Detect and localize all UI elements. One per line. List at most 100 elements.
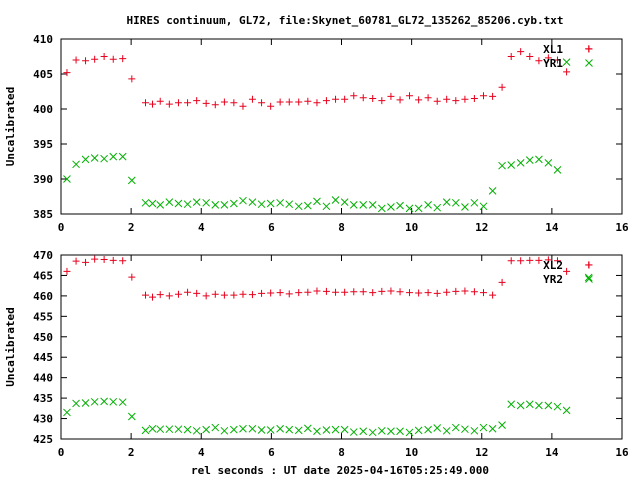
data-point bbox=[202, 425, 211, 434]
data-point bbox=[405, 428, 414, 437]
data-point bbox=[295, 98, 303, 106]
data-point bbox=[433, 203, 442, 212]
data-point bbox=[165, 100, 173, 108]
data-point bbox=[72, 257, 80, 265]
data-point bbox=[165, 198, 174, 206]
data-point bbox=[553, 402, 562, 411]
data-point bbox=[220, 426, 229, 435]
y-axis-label: Uncalibrated bbox=[4, 87, 17, 166]
x-tick-label: 4 bbox=[198, 446, 205, 459]
data-point bbox=[165, 425, 174, 434]
data-point bbox=[563, 267, 571, 275]
data-point bbox=[72, 56, 80, 64]
legend-marker bbox=[585, 45, 593, 53]
data-point bbox=[507, 161, 516, 169]
data-point bbox=[63, 69, 71, 77]
data-point bbox=[127, 176, 136, 185]
data-point bbox=[220, 201, 229, 209]
data-point bbox=[220, 98, 228, 106]
legend-label: YR1 bbox=[543, 57, 563, 70]
data-point bbox=[294, 426, 303, 435]
data-point bbox=[248, 424, 257, 433]
data-point bbox=[340, 198, 349, 206]
data-point bbox=[119, 55, 127, 63]
data-point bbox=[396, 288, 404, 296]
y-tick-label: 395 bbox=[33, 138, 53, 151]
data-point bbox=[211, 290, 219, 298]
data-point bbox=[525, 400, 534, 409]
data-point bbox=[322, 426, 331, 434]
data-point bbox=[304, 97, 312, 105]
data-point bbox=[109, 256, 117, 264]
data-point bbox=[192, 198, 201, 206]
data-point bbox=[414, 204, 423, 213]
x-tick-label: 10 bbox=[405, 221, 418, 234]
data-point bbox=[525, 156, 534, 164]
data-point bbox=[368, 201, 377, 209]
data-point bbox=[267, 102, 275, 110]
plot-frame bbox=[60, 38, 623, 215]
data-point bbox=[165, 292, 173, 300]
data-point bbox=[415, 289, 423, 297]
series-yr1 bbox=[63, 58, 571, 213]
data-point bbox=[230, 291, 238, 299]
y-axis-label: Uncalibrated bbox=[4, 307, 17, 386]
data-point bbox=[433, 97, 441, 105]
data-point bbox=[553, 257, 561, 265]
data-point bbox=[72, 399, 80, 408]
data-point bbox=[535, 57, 543, 65]
x-tick-label: 16 bbox=[615, 446, 629, 459]
y-tick-label: 450 bbox=[33, 331, 53, 344]
data-point bbox=[285, 425, 294, 434]
data-point bbox=[239, 290, 247, 298]
data-point bbox=[211, 201, 220, 209]
data-point bbox=[72, 160, 80, 169]
data-point bbox=[340, 425, 349, 434]
x-tick-label: 14 bbox=[545, 221, 559, 234]
x-tick-label: 12 bbox=[475, 446, 488, 459]
data-point bbox=[276, 98, 284, 106]
data-point bbox=[535, 401, 543, 410]
x-tick-label: 10 bbox=[405, 446, 418, 459]
data-point bbox=[174, 425, 183, 434]
data-point bbox=[516, 401, 525, 410]
data-point bbox=[100, 255, 108, 263]
series-xl2 bbox=[63, 255, 593, 301]
data-point bbox=[461, 425, 469, 434]
data-point bbox=[470, 288, 478, 296]
data-point bbox=[461, 95, 469, 103]
data-point bbox=[387, 427, 395, 436]
y-tick-label: 460 bbox=[33, 290, 53, 303]
legend-label: XL2 bbox=[543, 259, 563, 272]
data-point bbox=[81, 399, 90, 407]
data-point bbox=[211, 101, 219, 109]
data-point bbox=[507, 400, 516, 409]
data-point bbox=[479, 202, 488, 211]
data-point bbox=[488, 187, 497, 195]
data-point bbox=[350, 92, 358, 100]
data-point bbox=[451, 423, 460, 432]
data-point bbox=[553, 166, 562, 174]
y-tick-label: 390 bbox=[33, 173, 53, 186]
data-point bbox=[109, 152, 118, 161]
data-point bbox=[562, 406, 571, 415]
y-tick-label: 410 bbox=[33, 33, 53, 46]
data-point bbox=[498, 278, 506, 286]
data-point bbox=[193, 289, 201, 297]
legend-marker bbox=[585, 261, 593, 269]
data-point bbox=[148, 424, 157, 433]
y-tick-label: 445 bbox=[33, 351, 53, 364]
data-point bbox=[285, 200, 294, 209]
y-tick-label: 435 bbox=[33, 392, 53, 405]
data-point bbox=[211, 423, 220, 432]
data-point bbox=[406, 92, 414, 100]
data-point bbox=[387, 203, 395, 211]
data-point bbox=[128, 273, 136, 281]
data-point bbox=[517, 257, 525, 265]
data-point bbox=[341, 288, 349, 296]
data-point bbox=[257, 200, 266, 209]
data-point bbox=[239, 196, 247, 205]
data-point bbox=[470, 426, 479, 435]
data-point bbox=[563, 68, 571, 76]
